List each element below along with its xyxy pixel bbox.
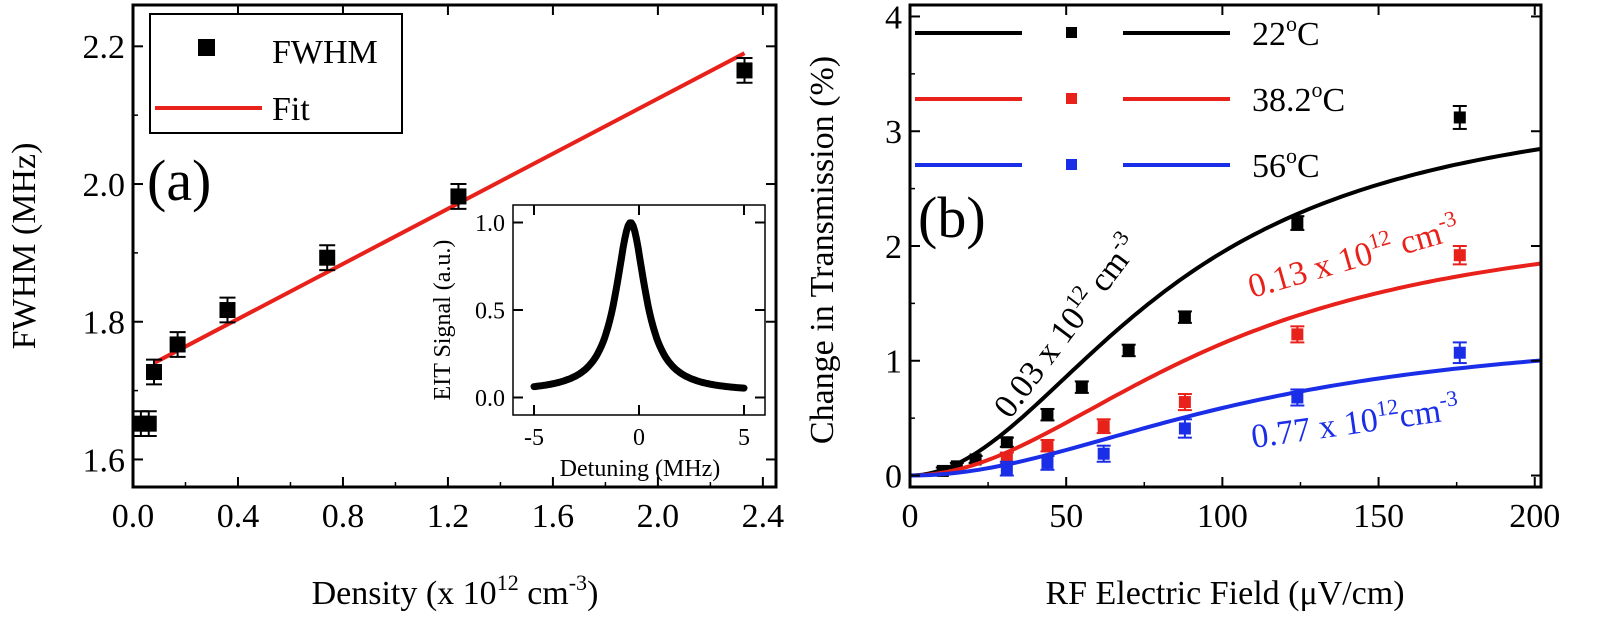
fwhm-data-point xyxy=(140,415,157,432)
panel-b-y-axis-label: Change in Transmission (%) xyxy=(804,56,841,444)
fwhm-data-point xyxy=(319,249,336,266)
legend-fit-label: Fit xyxy=(272,91,310,128)
panel-a-legend-box xyxy=(149,13,403,134)
series-0-data-point xyxy=(1122,344,1135,357)
series-1-data-point xyxy=(1178,396,1191,409)
panel-b-x-tick-label: 50 xyxy=(1049,498,1083,535)
legend-56c-label: 56oC xyxy=(1252,143,1320,185)
fit-curve-series-0 xyxy=(909,146,1542,478)
panel-a-y-tick-label: 1.6 xyxy=(83,442,126,479)
series-2-data-point xyxy=(1097,447,1110,460)
panel-b-x-tick-label: 100 xyxy=(1197,498,1248,535)
series-0-data-point xyxy=(1041,408,1054,421)
fwhm-data-point xyxy=(450,188,467,205)
panel-b-y-tick-label: 1 xyxy=(885,344,902,381)
annotation-38c-density: 0.13 x 1012 cm-3 xyxy=(1243,205,1464,305)
series-2-data-point xyxy=(1000,462,1013,475)
panel-a-y-axis-label: FWHM (MHz) xyxy=(6,143,43,350)
panel-b-plot-area xyxy=(909,104,1542,478)
fwhm-data-point xyxy=(145,364,162,381)
panel-b-x-axis-label: RF Electric Field (μV/cm) xyxy=(1045,575,1404,612)
series-1-data-point xyxy=(1097,420,1110,433)
panel-a-x-tick-label: 0.0 xyxy=(112,498,155,535)
inset-y-tick-label: 0.5 xyxy=(475,298,505,324)
fwhm-data-point xyxy=(219,302,236,319)
series-0-data-point xyxy=(1178,311,1191,324)
inset-ticks: -5 0 5 0.0 0.5 1.0 xyxy=(475,205,765,451)
panel-a-frame xyxy=(131,3,778,489)
inset-x-tick-label: -5 xyxy=(524,425,544,451)
inset-y-tick-label: 1.0 xyxy=(475,211,505,237)
legend-22c-marker xyxy=(1066,27,1077,38)
panel-b-y-tick-label: 3 xyxy=(885,114,902,151)
panel-a-x-tick-label: 1.2 xyxy=(427,498,470,535)
legend-38c-label: 38.2oC xyxy=(1252,77,1345,119)
fwhm-data-point xyxy=(736,62,753,79)
inset-eit-signal-curve xyxy=(530,219,748,392)
series-0-data-point xyxy=(1000,436,1013,449)
panel-b-x-tick-label: 0 xyxy=(902,498,919,535)
panel-a-x-tick-label: 1.6 xyxy=(532,498,575,535)
series-1-data-point xyxy=(1041,439,1054,452)
legend-56c-marker xyxy=(1066,159,1077,170)
series-2-data-point xyxy=(1291,391,1304,404)
inset-y-axis-label: EIT Signal (a.u.) xyxy=(430,240,456,401)
fit-curve-series-2 xyxy=(910,358,1542,478)
panel-b-y-tick-label: 2 xyxy=(885,229,902,266)
series-1-data-point xyxy=(1453,249,1466,262)
series-1-data-point xyxy=(1291,328,1304,341)
legend-fwhm-label: FWHM xyxy=(272,34,378,71)
panel-b-label: (b) xyxy=(918,185,986,250)
panel-b: 0 50 100 150 200 0 1 2 3 4 (b) 22oC 38.2oC 56oC 0… xyxy=(804,0,1560,612)
fwhm-data-point xyxy=(169,336,186,353)
legend-22c-label: 22oC xyxy=(1252,11,1320,53)
inset-x-axis-label: Detuning (MHz) xyxy=(560,456,721,482)
panel-a-x-axis-label: Density (x 1012 cm-3) xyxy=(312,570,599,612)
panel-a-inset: -5 0 5 0.0 0.5 1.0 Detuning (MHz) EIT Signal … xyxy=(430,204,766,482)
series-0-data-point xyxy=(1291,217,1304,230)
panel-a-y-tick-label: 1.8 xyxy=(83,305,126,342)
panel-b-y-tick-label: 0 xyxy=(885,458,902,495)
series-0-data-point xyxy=(1453,111,1466,124)
series-2-data-point xyxy=(1453,346,1466,359)
panel-b-x-tick-label: 150 xyxy=(1353,498,1404,535)
panel-a-x-tick-label: 2.4 xyxy=(742,498,785,535)
inset-x-tick-label: 0 xyxy=(633,425,645,451)
panel-a-x-tick-label: 0.8 xyxy=(322,498,365,535)
legend-fwhm-marker xyxy=(198,39,215,56)
panel-a-plot-area xyxy=(132,51,753,438)
panel-a-ticks: 0.0 0.4 0.8 1.2 1.6 2.0 2.4 1.6 1.8 2.0 2.2 xyxy=(83,5,785,535)
legend-38c-marker xyxy=(1066,93,1077,104)
panel-a-x-tick-label: 2.0 xyxy=(637,498,680,535)
fit-curve-series-1 xyxy=(909,261,1542,478)
fit-line xyxy=(153,51,746,365)
panel-a-legend: FWHM Fit xyxy=(149,13,403,134)
inset-plot-area xyxy=(530,219,748,392)
panel-a-y-tick-label: 2.2 xyxy=(83,29,126,66)
inset-x-tick-label: 5 xyxy=(738,425,750,451)
panel-a-y-tick-label: 2.0 xyxy=(83,167,126,204)
series-2-data-point xyxy=(1178,422,1191,435)
panel-b-y-tick-label: 4 xyxy=(885,0,902,36)
panel-a-x-tick-label: 0.4 xyxy=(217,498,260,535)
series-2-data-point xyxy=(1041,456,1054,469)
inset-y-tick-label: 0.0 xyxy=(475,386,505,412)
panel-a: 0.0 0.4 0.8 1.2 1.6 2.0 2.4 1.6 1.8 2.0 2.2 (a) FW… xyxy=(6,3,785,612)
panel-b-legend: 22oC 38.2oC 56oC xyxy=(915,11,1345,185)
panel-b-x-tick-label: 200 xyxy=(1509,498,1560,535)
panel-b-ticks: 0 50 100 150 200 0 1 2 3 4 xyxy=(885,0,1560,535)
series-0-data-point xyxy=(1075,381,1088,394)
panel-a-label: (a) xyxy=(147,148,211,213)
